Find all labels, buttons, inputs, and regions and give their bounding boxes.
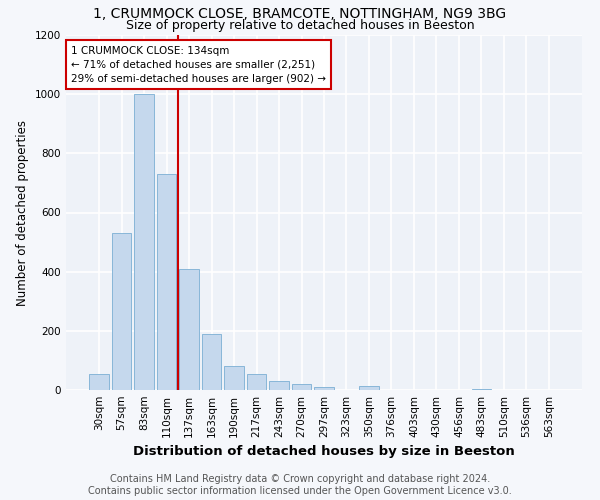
Bar [472,388,491,390]
Bar [247,374,266,390]
Bar [179,268,199,390]
Bar [202,334,221,390]
Y-axis label: Number of detached properties: Number of detached properties [16,120,29,306]
Text: 1, CRUMMOCK CLOSE, BRAMCOTE, NOTTINGHAM, NG9 3BG: 1, CRUMMOCK CLOSE, BRAMCOTE, NOTTINGHAM,… [94,8,506,22]
Bar [269,381,289,390]
Bar [134,94,154,390]
Text: 1 CRUMMOCK CLOSE: 134sqm
← 71% of detached houses are smaller (2,251)
29% of sem: 1 CRUMMOCK CLOSE: 134sqm ← 71% of detach… [71,46,326,84]
Bar [112,233,131,390]
Bar [359,386,379,390]
Text: Contains HM Land Registry data © Crown copyright and database right 2024.
Contai: Contains HM Land Registry data © Crown c… [88,474,512,496]
Bar [224,366,244,390]
Bar [157,174,176,390]
Bar [89,374,109,390]
Bar [314,387,334,390]
Text: Size of property relative to detached houses in Beeston: Size of property relative to detached ho… [125,19,475,32]
Bar [292,384,311,390]
X-axis label: Distribution of detached houses by size in Beeston: Distribution of detached houses by size … [133,446,515,458]
